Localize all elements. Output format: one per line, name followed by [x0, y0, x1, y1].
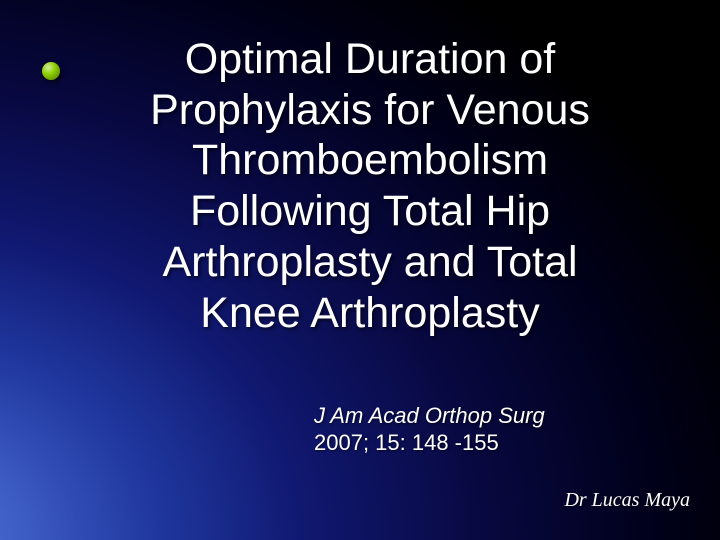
author-name: Dr Lucas Maya	[564, 489, 690, 512]
bullet-icon	[42, 62, 60, 80]
slide: Optimal Duration of Prophylaxis for Veno…	[0, 0, 720, 540]
citation-journal: J Am Acad Orthop Surg	[314, 403, 545, 428]
citation-details: 2007; 15: 148 -155	[314, 430, 499, 455]
citation-block: J Am Acad Orthop Surg 2007; 15: 148 -155	[314, 403, 654, 457]
slide-title: Optimal Duration of Prophylaxis for Veno…	[120, 34, 620, 338]
